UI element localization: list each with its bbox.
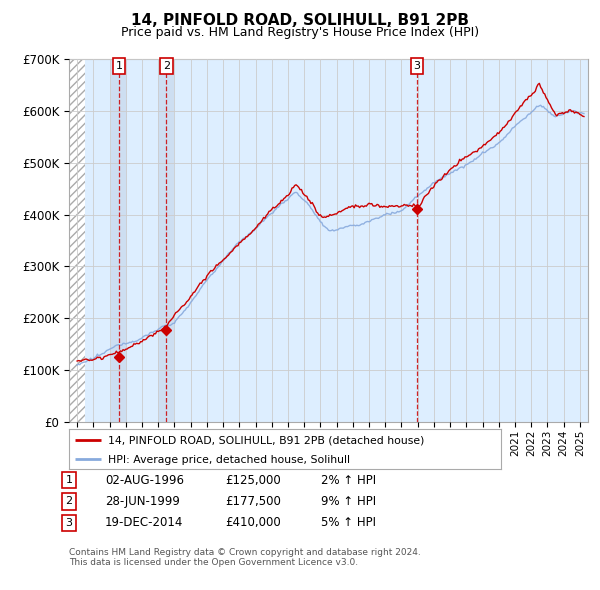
Text: 2% ↑ HPI: 2% ↑ HPI [321, 474, 376, 487]
Text: £125,000: £125,000 [225, 474, 281, 487]
Text: 9% ↑ HPI: 9% ↑ HPI [321, 495, 376, 508]
Text: 1: 1 [116, 61, 122, 71]
Text: HPI: Average price, detached house, Solihull: HPI: Average price, detached house, Soli… [108, 455, 350, 466]
Text: 28-JUN-1999: 28-JUN-1999 [105, 495, 180, 508]
Text: Contains HM Land Registry data © Crown copyright and database right 2024.
This d: Contains HM Land Registry data © Crown c… [69, 548, 421, 567]
Text: Price paid vs. HM Land Registry's House Price Index (HPI): Price paid vs. HM Land Registry's House … [121, 26, 479, 39]
Text: 1: 1 [65, 476, 73, 485]
Text: 02-AUG-1996: 02-AUG-1996 [105, 474, 184, 487]
Text: £410,000: £410,000 [225, 516, 281, 529]
Bar [158, 59, 175, 422]
Text: 5% ↑ HPI: 5% ↑ HPI [321, 516, 376, 529]
Bar [111, 59, 127, 422]
Text: 2: 2 [65, 497, 73, 506]
Text: 19-DEC-2014: 19-DEC-2014 [105, 516, 184, 529]
Text: £177,500: £177,500 [225, 495, 281, 508]
Bar [69, 59, 85, 422]
Text: 3: 3 [413, 61, 421, 71]
Text: 14, PINFOLD ROAD, SOLIHULL, B91 2PB: 14, PINFOLD ROAD, SOLIHULL, B91 2PB [131, 13, 469, 28]
Text: 3: 3 [65, 518, 73, 527]
Text: 14, PINFOLD ROAD, SOLIHULL, B91 2PB (detached house): 14, PINFOLD ROAD, SOLIHULL, B91 2PB (det… [108, 436, 424, 446]
Text: 2: 2 [163, 61, 170, 71]
